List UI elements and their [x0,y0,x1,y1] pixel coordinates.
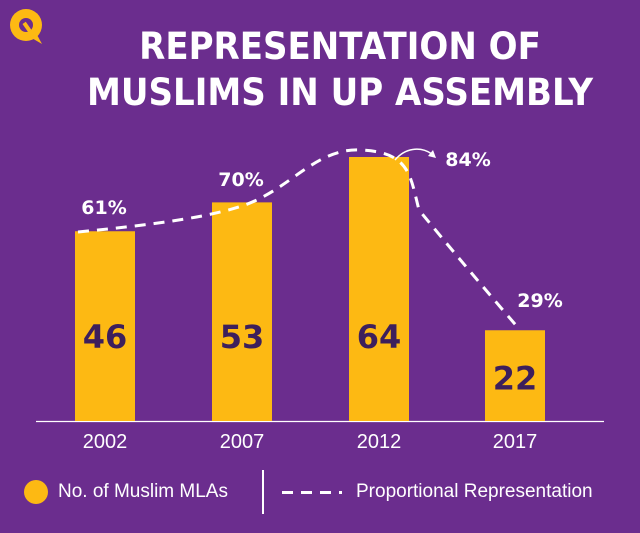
chart-title: REPRESENTATION OF MUSLIMS IN UP ASSEMBLY [64,24,616,116]
bar-2007 [212,202,272,421]
bar-value-label: 46 [83,318,128,356]
annotation-arrow [394,148,433,161]
legend-bar-swatch [24,480,48,504]
bar-2002 [75,231,135,421]
quint-logo-icon [10,9,42,44]
x-tick-label: 2007 [220,431,265,453]
line-value-label: 61% [81,197,126,219]
line-value-label: 70% [218,169,263,191]
bar-value-label: 64 [357,318,402,356]
legend-divider [262,470,264,514]
x-tick-label: 2012 [357,431,402,453]
bar-value-label: 22 [493,360,538,398]
bar-2017 [485,330,545,421]
legend-line-swatch [282,491,342,494]
x-tick-label: 2017 [493,431,538,453]
legend-bar-label: No. of Muslim MLAs [58,481,228,502]
legend-line-label: Proportional Representation [356,481,593,502]
legend: No. of Muslim MLAs Proportional Represen… [0,468,640,518]
line-value-label: 84% [445,149,490,171]
line-value-label: 29% [517,290,562,312]
representation-line [77,148,522,331]
bar-value-label: 53 [220,318,265,356]
title-line-1: REPRESENTATION OF [139,25,541,68]
annotation-arrowhead [428,150,436,158]
x-tick-label: 2002 [83,431,128,453]
title-line-2: MUSLIMS IN UP ASSEMBLY [86,71,594,114]
bar-2012 [349,157,409,421]
